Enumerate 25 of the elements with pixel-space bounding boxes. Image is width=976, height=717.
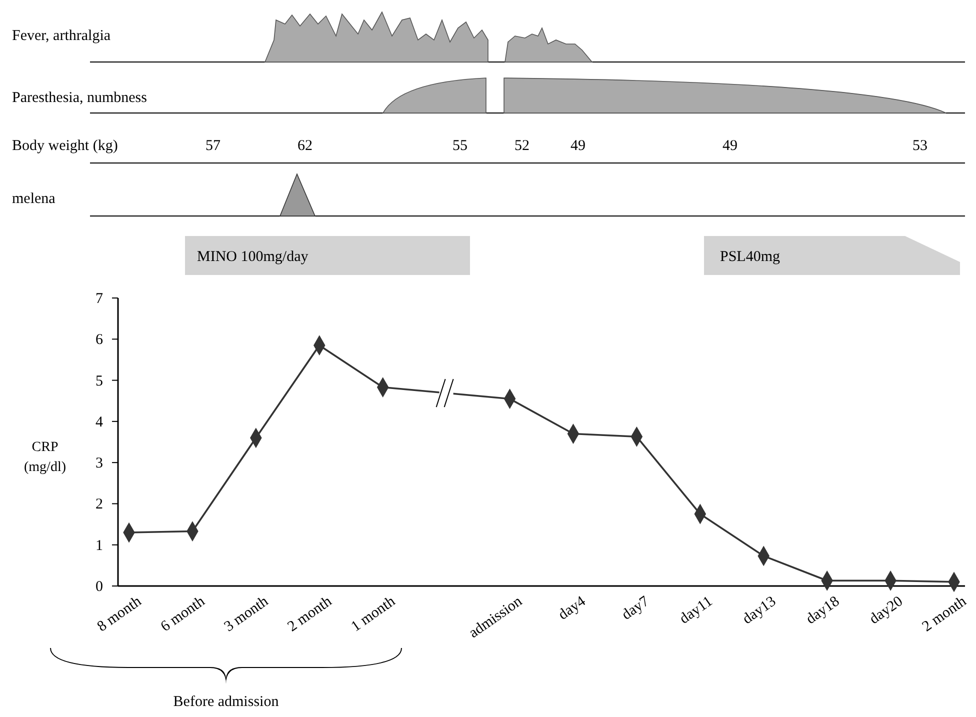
y-tick-label: 7: [96, 291, 104, 307]
text: 49: [722, 138, 738, 154]
text: Paresthesia, numbness: [12, 90, 148, 106]
text: 57: [206, 138, 221, 154]
y-tick-label: 6: [96, 332, 104, 348]
text: 49: [570, 138, 586, 154]
text: 53: [912, 138, 928, 154]
text: Fever, arthralgia: [12, 28, 111, 44]
text: Body weight (kg): [12, 138, 118, 154]
text: PSL40mg: [720, 249, 781, 265]
text: MINO 100mg/day: [197, 249, 309, 265]
x-tick-label: day4: [556, 593, 590, 624]
text: 52: [514, 138, 530, 154]
y-tick-label: 1: [96, 538, 103, 554]
x-tick-label: day7: [619, 593, 653, 624]
y-tick-label: 0: [96, 579, 103, 595]
text: melena: [12, 191, 56, 207]
text: 55: [452, 138, 468, 154]
y-axis-title: CRP (mg/dl): [24, 440, 66, 475]
text: Before admission: [173, 694, 280, 710]
y-tick-label: 5: [96, 373, 103, 390]
y-tick-label: 3: [96, 456, 103, 472]
text: 62: [298, 138, 312, 154]
y-tick-label: 2: [96, 496, 103, 513]
y-tick-label: 4: [96, 414, 104, 430]
